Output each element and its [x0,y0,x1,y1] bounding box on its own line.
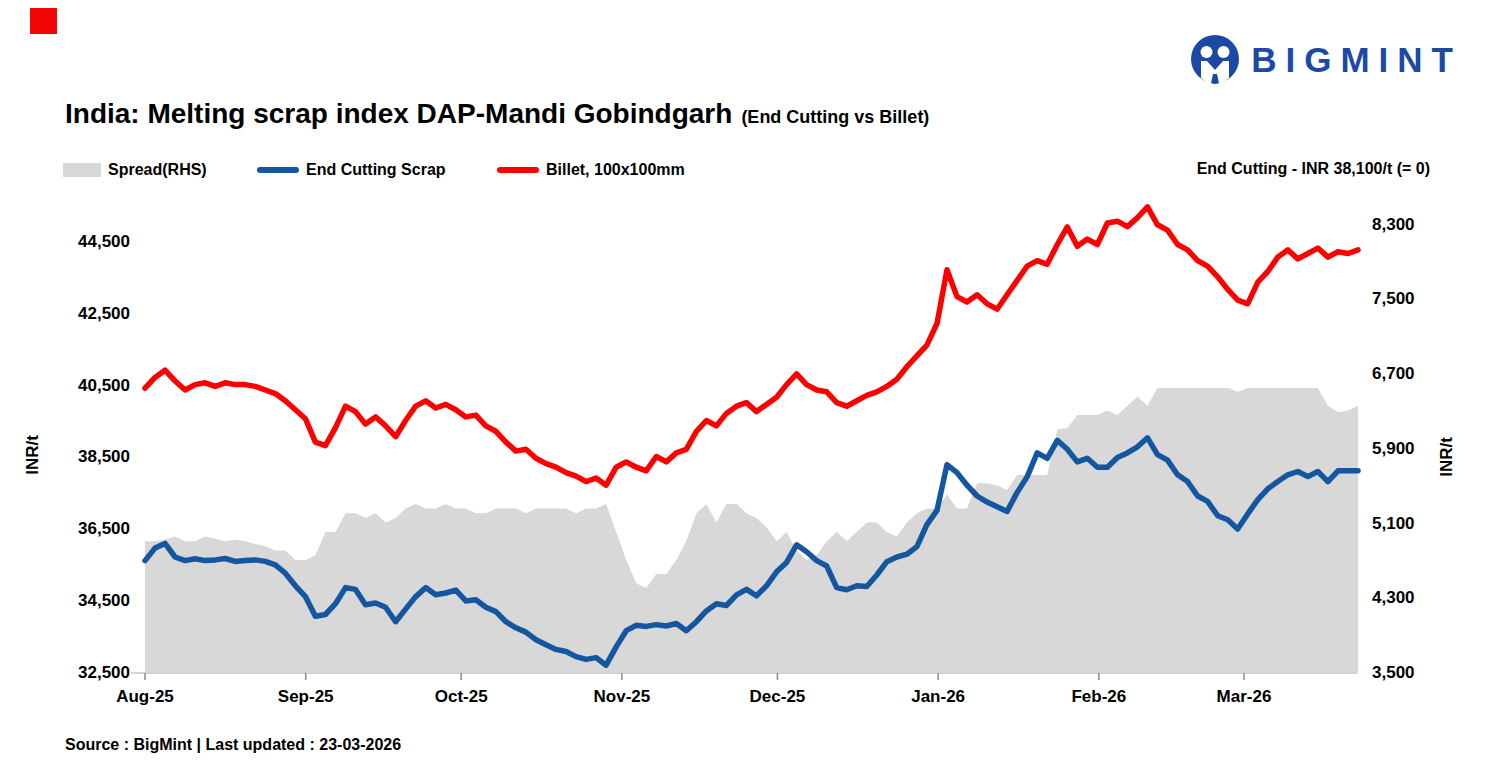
right-axis-tick-label: 6,700 [1372,364,1415,383]
x-tick-label: Nov-25 [594,687,651,706]
x-tick-label: Sep-25 [278,687,334,706]
x-tick-label: Aug-25 [116,687,174,706]
left-axis-tick-label: 42,500 [78,304,130,323]
x-tick-label: Jan-26 [911,687,965,706]
x-tick-label: Dec-25 [750,687,806,706]
spread-area [145,388,1358,672]
right-axis-tick-label: 4,300 [1372,588,1415,607]
left-axis-tick-label: 44,500 [78,232,130,251]
x-tick-label: Feb-26 [1071,687,1126,706]
right-axis-tick-label: 8,300 [1372,215,1415,234]
left-axis-tick-label: 38,500 [78,447,130,466]
left-axis-tick-label: 34,500 [78,591,130,610]
left-axis-tick-label: 40,500 [78,376,130,395]
right-axis-title: INR/t [1437,437,1456,477]
right-axis-tick-label: 5,100 [1372,514,1415,533]
left-axis-tick-label: 32,500 [78,663,130,682]
right-axis-tick-label: 3,500 [1372,663,1415,682]
x-tick-label: Mar-26 [1217,687,1272,706]
x-tick-label: Oct-25 [435,687,488,706]
left-axis-tick-label: 36,500 [78,519,130,538]
right-axis-tick-label: 7,500 [1372,289,1415,308]
source-footer: Source : BigMint | Last updated : 23-03-… [65,736,401,754]
left-axis-title: INR/t [23,435,42,475]
right-axis-tick-label: 5,900 [1372,439,1415,458]
chart-plot: Aug-25 Sep-25 Oct-25 Nov-25 Dec-25 Jan-26 Feb-… [0,0,1490,777]
chart-page: BIGMINT India: Melting scrap index DAP-M… [0,0,1490,777]
